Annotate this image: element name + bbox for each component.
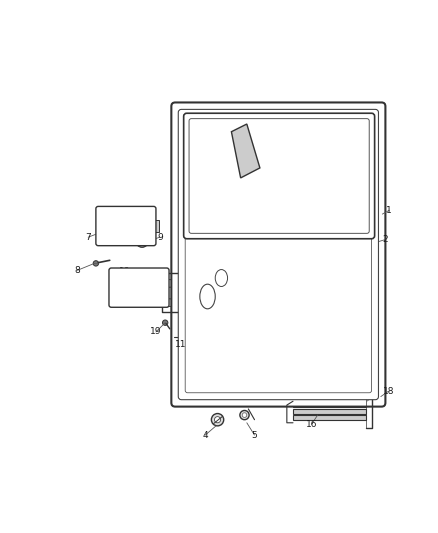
Ellipse shape — [200, 284, 215, 309]
Text: 18: 18 — [383, 387, 394, 395]
Text: 15: 15 — [212, 167, 223, 176]
Polygon shape — [231, 124, 260, 178]
Circle shape — [136, 235, 148, 247]
Text: 7: 7 — [85, 233, 91, 241]
Bar — [293, 401, 366, 407]
Circle shape — [373, 392, 382, 401]
Circle shape — [353, 203, 356, 206]
Circle shape — [215, 368, 220, 373]
Text: 12: 12 — [187, 251, 198, 260]
Text: 16: 16 — [306, 420, 317, 429]
FancyBboxPatch shape — [184, 113, 374, 239]
FancyBboxPatch shape — [178, 109, 378, 400]
Bar — [192, 303, 206, 324]
Circle shape — [204, 254, 208, 259]
Text: 5: 5 — [251, 431, 258, 440]
Circle shape — [350, 385, 356, 390]
Circle shape — [199, 249, 207, 257]
Ellipse shape — [215, 270, 228, 287]
Circle shape — [124, 230, 131, 237]
Text: 11: 11 — [175, 340, 186, 349]
Bar — [293, 415, 366, 421]
Circle shape — [124, 214, 131, 222]
Circle shape — [137, 291, 145, 299]
Text: 8: 8 — [74, 266, 80, 275]
Text: 2: 2 — [382, 235, 388, 244]
Circle shape — [93, 261, 99, 266]
Circle shape — [139, 238, 145, 244]
Circle shape — [166, 299, 173, 306]
Circle shape — [208, 203, 212, 206]
FancyBboxPatch shape — [109, 268, 169, 308]
Circle shape — [242, 413, 247, 417]
Circle shape — [180, 299, 187, 306]
Circle shape — [196, 300, 202, 306]
Circle shape — [368, 260, 374, 265]
FancyBboxPatch shape — [171, 102, 385, 407]
Circle shape — [162, 320, 168, 325]
Text: 13: 13 — [192, 240, 203, 249]
Text: 9: 9 — [157, 233, 162, 241]
Text: 19: 19 — [150, 327, 162, 336]
Circle shape — [368, 229, 374, 235]
Bar — [191, 301, 208, 326]
Circle shape — [187, 246, 193, 252]
Circle shape — [368, 276, 374, 281]
Text: 3: 3 — [257, 306, 263, 315]
Circle shape — [117, 284, 124, 291]
Circle shape — [346, 289, 351, 294]
Bar — [293, 409, 366, 414]
Text: 1: 1 — [386, 206, 392, 215]
Bar — [228, 294, 296, 357]
Text: 10: 10 — [120, 268, 131, 276]
Circle shape — [346, 166, 351, 170]
Circle shape — [339, 247, 342, 251]
FancyBboxPatch shape — [96, 206, 156, 246]
Bar — [153, 220, 159, 232]
Circle shape — [350, 335, 355, 340]
Text: 4: 4 — [202, 431, 208, 440]
Circle shape — [368, 245, 374, 250]
Bar — [225, 291, 298, 359]
Text: 6: 6 — [268, 366, 274, 375]
Circle shape — [166, 280, 173, 287]
Circle shape — [137, 276, 145, 284]
FancyBboxPatch shape — [185, 116, 371, 393]
Circle shape — [208, 161, 212, 166]
Circle shape — [180, 280, 187, 287]
Circle shape — [352, 253, 357, 257]
Circle shape — [215, 417, 221, 423]
Circle shape — [212, 414, 224, 426]
Circle shape — [375, 394, 380, 399]
Circle shape — [196, 284, 202, 290]
Circle shape — [240, 410, 249, 419]
Text: 17: 17 — [354, 372, 366, 381]
Text: 14: 14 — [279, 150, 291, 159]
Circle shape — [350, 362, 355, 367]
FancyBboxPatch shape — [189, 119, 369, 233]
Circle shape — [103, 222, 111, 230]
